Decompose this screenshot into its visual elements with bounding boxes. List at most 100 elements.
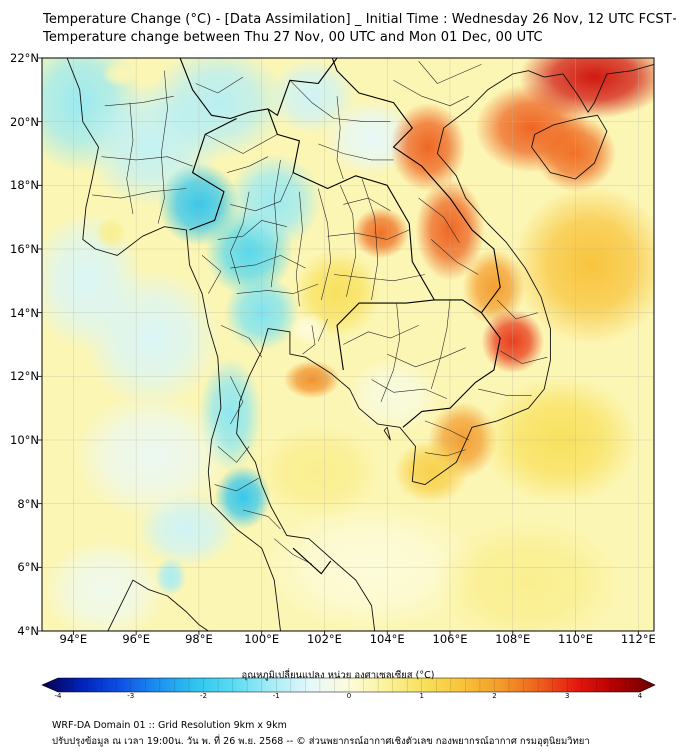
border-line xyxy=(267,108,435,371)
province-line xyxy=(302,325,316,355)
lat-label: 4°N xyxy=(17,624,39,638)
field-blob xyxy=(154,557,187,596)
lat-label: 16°N xyxy=(10,242,39,256)
lon-label: 100°E xyxy=(244,632,280,646)
chart-subtitle: Temperature change between Thu 27 Nov, 0… xyxy=(43,30,543,45)
province-line xyxy=(230,255,306,269)
province-line xyxy=(317,318,328,342)
coast-line xyxy=(236,63,654,631)
province-line xyxy=(270,159,281,288)
province-line xyxy=(317,188,331,300)
field-blob xyxy=(101,61,140,87)
lat-label: 6°N xyxy=(17,560,39,575)
lat-label: 10°N xyxy=(10,433,39,447)
province-line xyxy=(418,61,482,84)
colorbar xyxy=(41,677,656,693)
field-blob xyxy=(434,519,623,631)
lat-label: 20°N xyxy=(10,114,39,129)
province-line xyxy=(336,96,344,180)
province-line xyxy=(126,102,134,215)
border-line xyxy=(292,547,332,575)
field-blob xyxy=(73,392,231,520)
province-line xyxy=(343,325,419,345)
border-line xyxy=(402,299,501,428)
field-blob xyxy=(390,102,466,192)
province-line xyxy=(195,76,244,94)
province-line xyxy=(295,191,303,307)
province-line xyxy=(387,347,466,368)
province-line xyxy=(478,388,532,396)
province-line xyxy=(424,449,466,457)
field-blob xyxy=(462,249,526,326)
lon-label: 98°E xyxy=(185,632,213,646)
field-blob xyxy=(289,312,328,345)
province-line xyxy=(230,376,244,425)
province-line xyxy=(236,283,319,294)
coast-line xyxy=(66,58,281,631)
province-line xyxy=(333,274,425,282)
coast-line xyxy=(107,579,209,631)
lon-label: 102°E xyxy=(306,632,342,646)
province-line xyxy=(205,134,278,154)
colorbar-tick-label: 2 xyxy=(492,692,497,700)
colorbar-ticks xyxy=(72,678,626,692)
province-line xyxy=(220,325,262,358)
province-line xyxy=(318,143,394,161)
province-boundaries xyxy=(92,61,548,565)
field-blob xyxy=(95,217,127,249)
field-blob xyxy=(352,207,410,259)
field-blob xyxy=(519,58,654,119)
province-line xyxy=(496,299,538,320)
province-line xyxy=(230,172,294,212)
footer-model-info: WRF-DA Domain 01 :: Grid Resolution 9km … xyxy=(52,720,287,731)
province-line xyxy=(201,255,222,294)
colorbar-tick-label: -1 xyxy=(272,692,280,700)
province-line xyxy=(327,229,410,240)
lon-label: 112°E xyxy=(620,632,656,646)
field-blob xyxy=(148,58,287,160)
province-line xyxy=(431,239,479,275)
field-blob xyxy=(512,185,654,345)
lon-label: 96°E xyxy=(122,632,150,646)
province-line xyxy=(227,156,269,173)
colorbar-title: อุณหภูมิเปลี่ยนแปลง หน่วย องศาเซลเซียส (… xyxy=(241,670,435,681)
lon-label: 94°E xyxy=(59,632,88,646)
colorbar-tick-label: 0 xyxy=(346,692,352,700)
colorbar-tick-label: -4 xyxy=(54,692,62,700)
lat-label: 12°N xyxy=(10,369,39,384)
province-line xyxy=(418,197,460,243)
province-line xyxy=(371,379,448,399)
province-line xyxy=(500,350,548,364)
lat-label: 8°N xyxy=(17,496,39,511)
province-line xyxy=(289,80,391,122)
province-line xyxy=(104,95,174,107)
province-line xyxy=(217,220,287,240)
coast-line xyxy=(531,114,608,180)
country-borders xyxy=(179,58,501,575)
graticule xyxy=(42,58,654,631)
colorbar-tick-label: -3 xyxy=(127,692,135,700)
lon-label: 110°E xyxy=(558,632,594,646)
field-blob xyxy=(283,360,341,399)
lat-label: 14°N xyxy=(10,305,39,320)
province-line xyxy=(157,70,168,224)
province-line xyxy=(424,420,469,441)
field-blob xyxy=(255,424,381,520)
coast-line xyxy=(383,426,391,441)
province-line xyxy=(214,477,259,492)
axis-ticks xyxy=(38,57,639,635)
province-line xyxy=(92,188,187,199)
lon-label: 104°E xyxy=(369,632,405,646)
footer-credit: ปรับปรุงข้อมูล ณ เวลา 19:00น. วัน พ. ที่… xyxy=(52,736,590,747)
colorbar-tick-label: 1 xyxy=(419,692,424,700)
province-line xyxy=(101,156,193,167)
border-line xyxy=(179,58,338,120)
colorbar-tick-label: -2 xyxy=(200,692,207,700)
province-line xyxy=(274,538,313,565)
province-line xyxy=(380,303,401,402)
lat-label: 18°N xyxy=(10,178,39,193)
province-line xyxy=(217,446,250,463)
province-line xyxy=(393,80,469,107)
province-line xyxy=(343,197,391,212)
chart-title: Temperature Change (°C) - [Data Assimila… xyxy=(43,12,676,27)
